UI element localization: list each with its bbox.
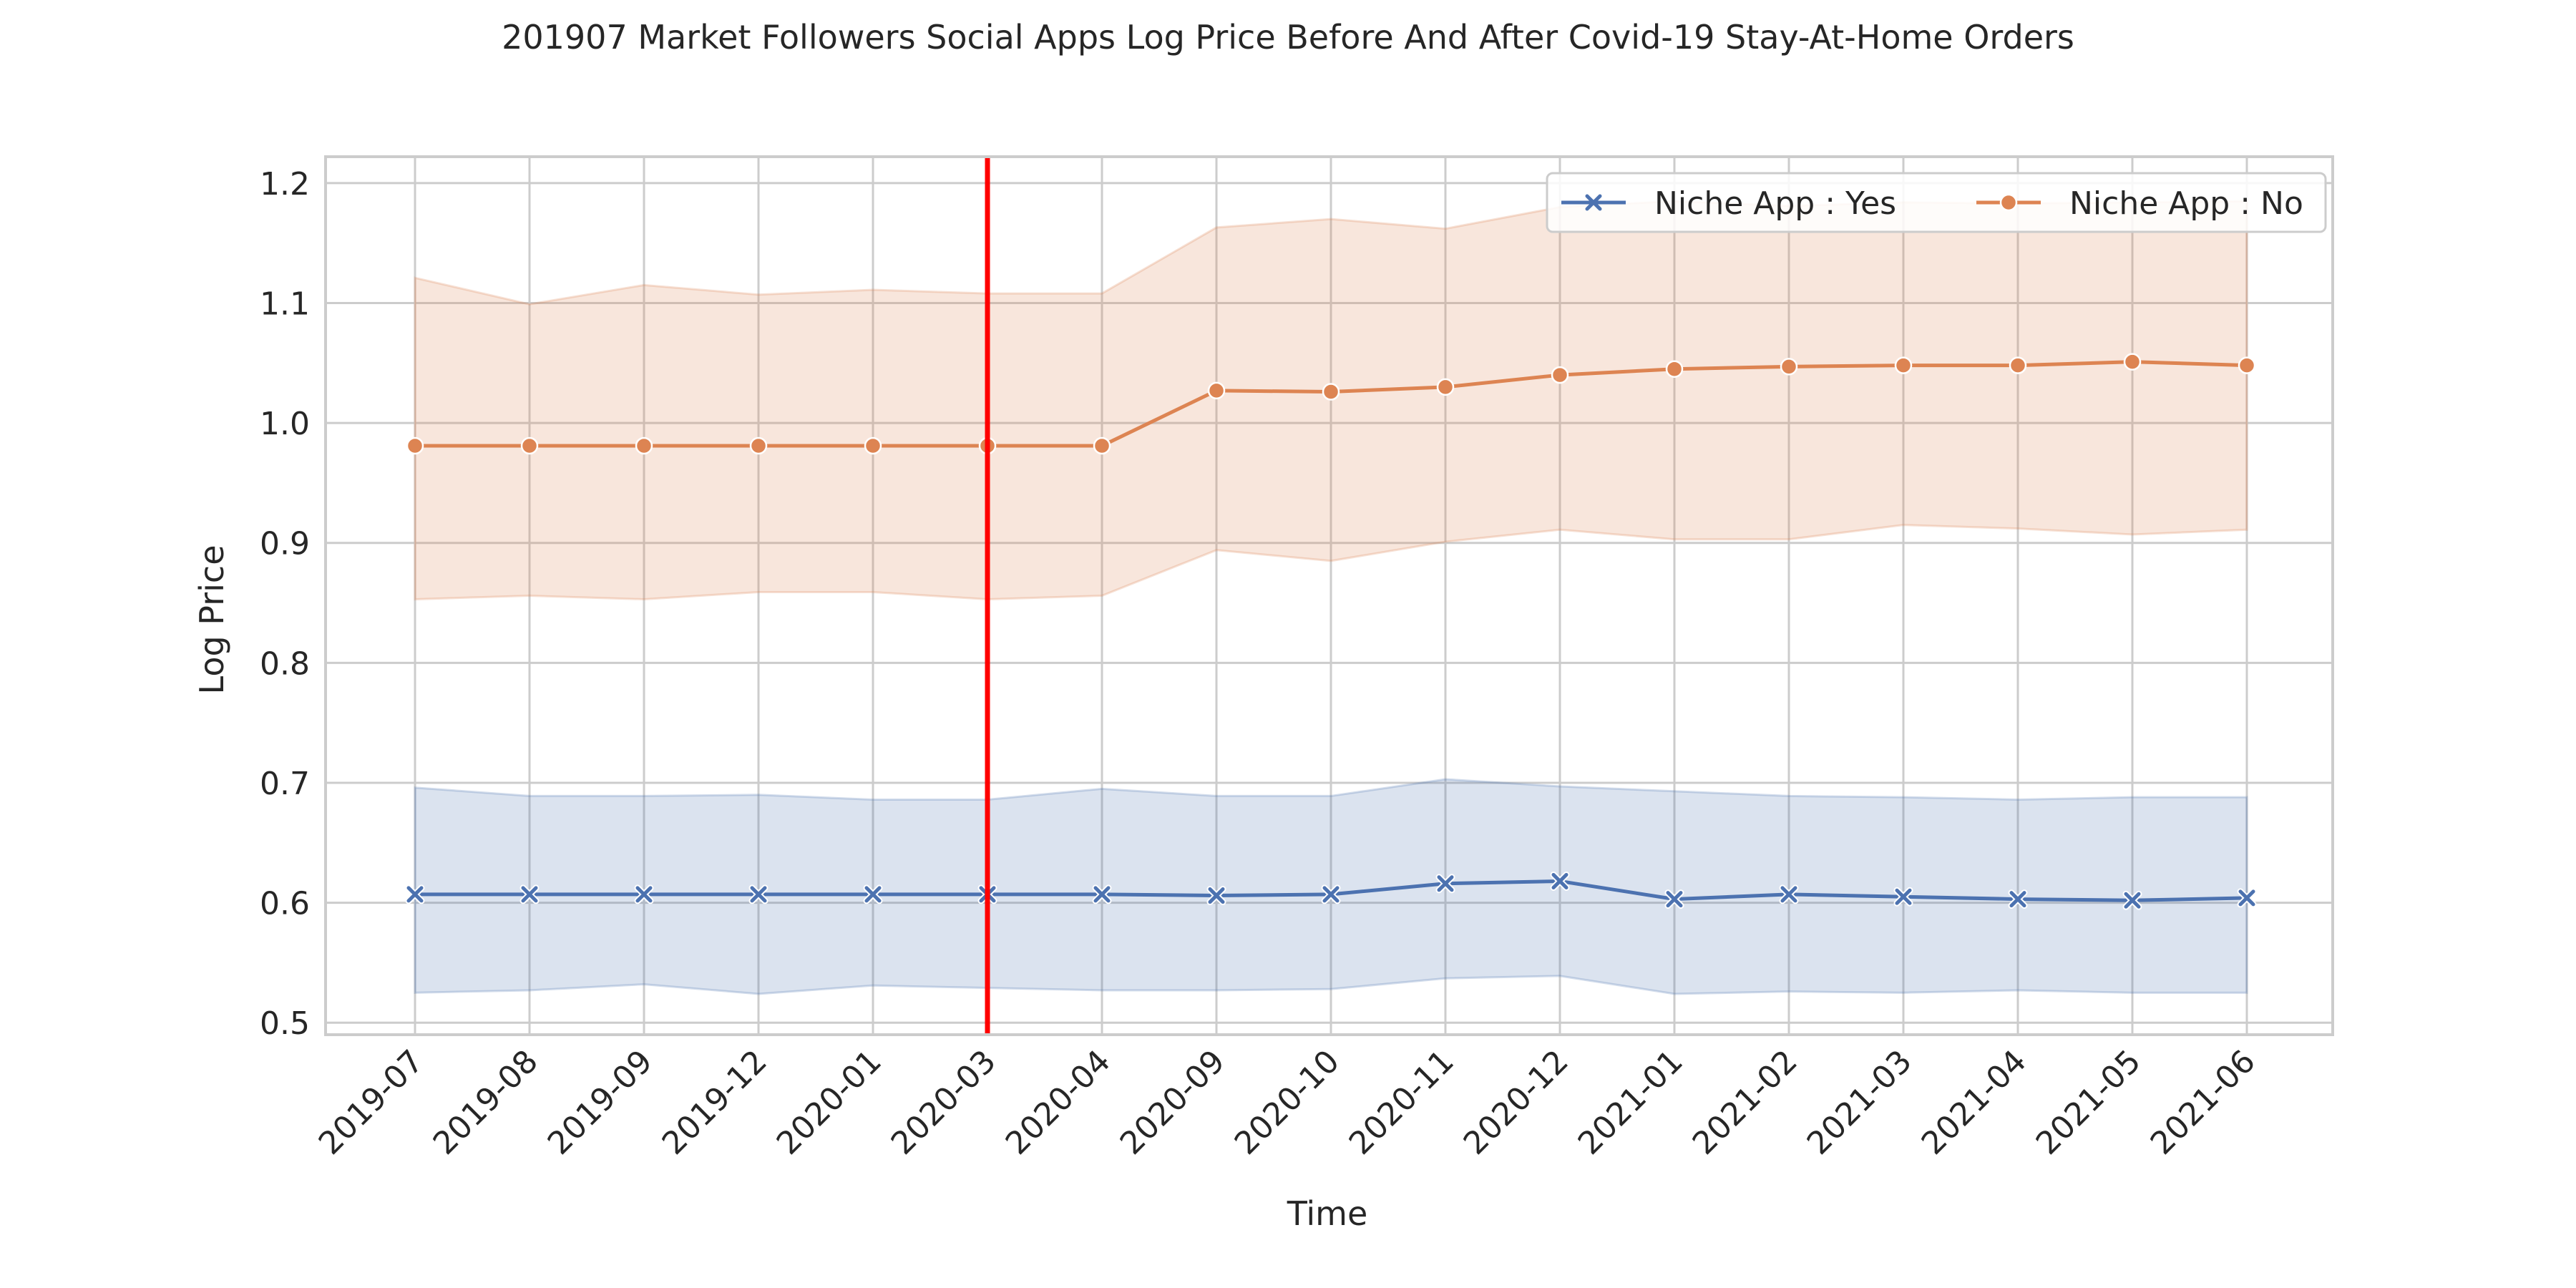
y-tick-label: 0.9 bbox=[260, 526, 310, 562]
x-tick-label: 2021-05 bbox=[2029, 1043, 2148, 1162]
x-tick-label: 2020-01 bbox=[770, 1043, 889, 1162]
legend-label: Niche App : No bbox=[2069, 185, 2303, 222]
data-point-cross bbox=[1322, 886, 1340, 903]
legend: Niche App : Yes Niche App : No bbox=[1546, 172, 2327, 233]
x-tick-label: 2020-12 bbox=[1457, 1043, 1576, 1162]
data-point-cross bbox=[1666, 891, 1683, 908]
legend-item: Niche App : Yes bbox=[1561, 185, 1896, 222]
legend-box bbox=[1546, 172, 2327, 233]
data-point bbox=[1207, 381, 1226, 400]
data-point-cross bbox=[750, 886, 767, 903]
y-tick-label: 0.8 bbox=[260, 645, 310, 682]
x-tick-label: 2020-04 bbox=[999, 1043, 1118, 1162]
data-point-cross bbox=[1551, 872, 1568, 889]
data-point bbox=[1435, 874, 1455, 894]
data-point-cross bbox=[2009, 891, 2026, 908]
x-tick-label: 2021-03 bbox=[1800, 1043, 1919, 1162]
x-tick-label: 2021-02 bbox=[1686, 1043, 1805, 1162]
data-point bbox=[863, 884, 883, 904]
plot-frame bbox=[324, 155, 2334, 1036]
data-point bbox=[2237, 888, 2257, 908]
x-tick-label: 2021-01 bbox=[1571, 1043, 1690, 1162]
data-point-cross bbox=[1208, 887, 1225, 904]
data-point bbox=[406, 436, 424, 455]
x-axis-label: Time bbox=[1287, 1194, 1368, 1233]
data-point bbox=[2009, 356, 2027, 374]
data-point-cross bbox=[1093, 886, 1111, 903]
data-point bbox=[1894, 356, 1913, 374]
plot-area: 0.50.60.70.80.91.01.11.22019-072019-0820… bbox=[260, 155, 2334, 1162]
y-axis-label: Log Price bbox=[192, 545, 231, 695]
x-tick-label: 2020-09 bbox=[1113, 1043, 1232, 1162]
data-point bbox=[1779, 884, 1799, 904]
data-point bbox=[1665, 360, 1684, 378]
data-point bbox=[1436, 378, 1455, 396]
data-point bbox=[405, 884, 425, 904]
x-tick-label: 2020-03 bbox=[884, 1043, 1003, 1162]
x-tick-label: 2019-09 bbox=[541, 1043, 660, 1162]
data-point-cross bbox=[1780, 886, 1797, 903]
y-tick-label: 0.7 bbox=[260, 766, 310, 802]
data-point bbox=[1550, 871, 1570, 891]
data-point-cross bbox=[406, 886, 424, 903]
x-tick-label: 2021-04 bbox=[1915, 1043, 2034, 1162]
data-point-cross bbox=[2238, 889, 2255, 907]
y-tick-label: 0.6 bbox=[260, 886, 310, 922]
data-point bbox=[1780, 358, 1798, 376]
x-tick-label: 2020-10 bbox=[1228, 1043, 1347, 1162]
legend-item: Niche App : No bbox=[1976, 185, 2303, 222]
data-point-cross bbox=[864, 886, 882, 903]
data-point bbox=[634, 884, 654, 904]
data-point-cross bbox=[1895, 888, 1912, 905]
data-point bbox=[749, 436, 768, 455]
data-point bbox=[2122, 890, 2142, 910]
legend-label: Niche App : Yes bbox=[1654, 185, 1896, 222]
data-point bbox=[864, 436, 882, 455]
data-point bbox=[1321, 884, 1341, 904]
data-point bbox=[748, 884, 769, 904]
y-tick-label: 1.2 bbox=[260, 166, 310, 203]
data-point bbox=[1893, 887, 1913, 907]
y-tick-label: 1.1 bbox=[260, 286, 310, 323]
data-point bbox=[520, 436, 539, 455]
data-point bbox=[2123, 353, 2142, 371]
x-tick-label: 2019-08 bbox=[426, 1043, 545, 1162]
legend-marker bbox=[1999, 193, 2018, 212]
chart-title: 201907 Market Followers Social Apps Log … bbox=[502, 18, 2074, 57]
y-tick-label: 1.0 bbox=[260, 406, 310, 442]
data-point bbox=[1551, 366, 1569, 384]
y-tick-label: 0.5 bbox=[260, 1005, 310, 1042]
data-point bbox=[1664, 889, 1684, 909]
legend-marker bbox=[1585, 194, 1602, 211]
data-point-cross bbox=[2124, 892, 2141, 909]
data-point-cross bbox=[635, 886, 653, 903]
x-tick-label: 2019-07 bbox=[312, 1043, 431, 1162]
x-tick-label: 2020-11 bbox=[1342, 1043, 1461, 1162]
data-point bbox=[2238, 356, 2256, 374]
data-point bbox=[1092, 884, 1112, 904]
data-point bbox=[1322, 383, 1340, 401]
data-point bbox=[1206, 886, 1226, 906]
confidence-band bbox=[414, 778, 2248, 995]
data-point bbox=[635, 436, 653, 455]
data-point-cross bbox=[521, 886, 538, 903]
data-point bbox=[519, 884, 540, 904]
data-point bbox=[2008, 889, 2028, 909]
data-point-cross bbox=[1437, 875, 1454, 892]
x-tick-label: 2019-12 bbox=[655, 1043, 774, 1162]
x-tick-label: 2021-06 bbox=[2144, 1043, 2263, 1162]
data-point bbox=[1093, 436, 1111, 455]
